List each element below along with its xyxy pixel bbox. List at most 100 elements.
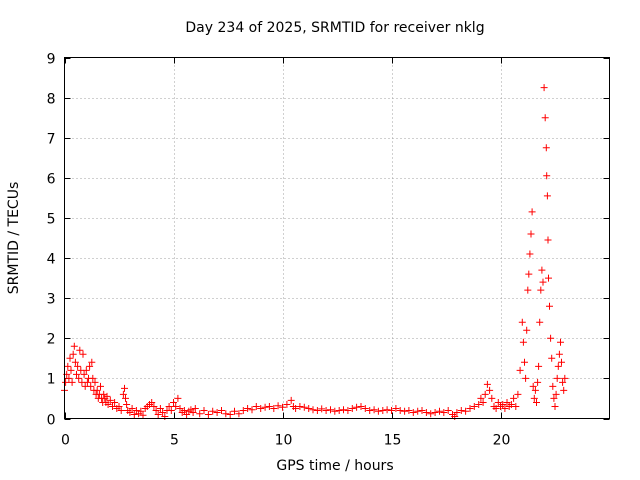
data-point (539, 278, 547, 286)
data-point (366, 407, 374, 414)
data-point (531, 386, 539, 394)
data-point (93, 386, 101, 394)
data-point (331, 407, 339, 415)
data-point (542, 144, 550, 152)
data-point (174, 394, 182, 402)
data-point (244, 405, 252, 412)
data-point (126, 409, 134, 416)
data-point (196, 410, 204, 418)
data-point (137, 407, 145, 415)
axis-ticks: 0 1 2 3 4 5 6 7 8 9 0 5 10 15 20 (47, 52, 610, 449)
data-point (123, 401, 131, 408)
data-point (222, 410, 230, 418)
data-point (554, 362, 562, 370)
y-tick-label: 8 (47, 92, 56, 108)
data-point (335, 407, 343, 414)
data-point (528, 208, 536, 216)
data-point (534, 378, 542, 386)
data-point (119, 390, 127, 398)
data-point (379, 407, 387, 414)
data-point (492, 405, 500, 412)
data-point (560, 386, 568, 394)
data-point (524, 286, 532, 294)
y-axis-label: SRMTID / TECUs (6, 182, 22, 295)
data-point (551, 403, 559, 410)
data-point (516, 366, 524, 374)
data-point (65, 374, 73, 382)
y-tick-label: 6 (47, 172, 56, 188)
data-point (483, 380, 491, 388)
data-point (103, 392, 111, 400)
data-point (525, 270, 533, 278)
y-tick-label: 1 (47, 372, 56, 388)
data-point (73, 370, 80, 378)
data-point (170, 399, 177, 406)
data-point (353, 403, 361, 411)
data-point (536, 318, 544, 326)
data-point (322, 407, 330, 414)
data-point (309, 406, 317, 414)
data-point (540, 84, 548, 92)
data-point (558, 358, 565, 366)
x-tick-label: 15 (384, 433, 402, 449)
data-point (535, 362, 543, 370)
data-point (261, 403, 269, 411)
data-point (486, 386, 494, 394)
data-point (553, 374, 561, 382)
data-point (541, 114, 549, 122)
data-point (130, 411, 138, 418)
data-point (109, 403, 116, 410)
data-point (466, 405, 474, 412)
data-point (522, 374, 530, 382)
data-point (83, 378, 91, 386)
data-point (213, 409, 221, 416)
data-point (69, 350, 77, 358)
data-point (154, 411, 162, 418)
data-point (128, 405, 136, 412)
data-point (209, 407, 217, 415)
data-point (559, 378, 567, 386)
y-tick-label: 7 (47, 132, 56, 148)
data-point (470, 403, 478, 410)
y-tick-label: 4 (47, 252, 56, 268)
data-point (481, 390, 489, 398)
data-point (436, 407, 443, 415)
data-point (529, 382, 537, 390)
x-tick-label: 20 (493, 433, 511, 449)
data-point (191, 405, 199, 412)
data-point (305, 405, 313, 412)
data-point (165, 403, 173, 410)
data-point (409, 409, 417, 416)
grid-lines (64, 57, 610, 419)
data-point (507, 401, 515, 408)
data-point (91, 378, 99, 386)
data-point (444, 407, 452, 414)
data-point (537, 286, 545, 294)
data-point (80, 370, 88, 378)
data-point (64, 362, 72, 370)
data-point (521, 358, 528, 366)
data-point (514, 390, 522, 398)
data-point (75, 374, 83, 382)
data-point (148, 399, 156, 406)
data-point (555, 350, 563, 358)
data-point (70, 342, 78, 350)
chart-title: Day 234 of 2025, SRMTID for receiver nkl… (185, 20, 484, 36)
data-point (405, 407, 413, 414)
data-point (283, 401, 291, 408)
data-point (512, 403, 520, 410)
data-point (479, 399, 487, 406)
data-point (218, 407, 225, 414)
data-point (150, 403, 158, 410)
data-point (557, 338, 564, 346)
data-point (519, 338, 527, 346)
data-point (104, 401, 112, 408)
data-point (327, 406, 334, 414)
data-point (115, 403, 123, 410)
data-point (239, 407, 247, 414)
data-point (533, 399, 540, 406)
data-point (477, 394, 485, 402)
data-point (530, 394, 538, 402)
y-tick-label: 2 (47, 332, 56, 348)
data-point (200, 407, 208, 414)
